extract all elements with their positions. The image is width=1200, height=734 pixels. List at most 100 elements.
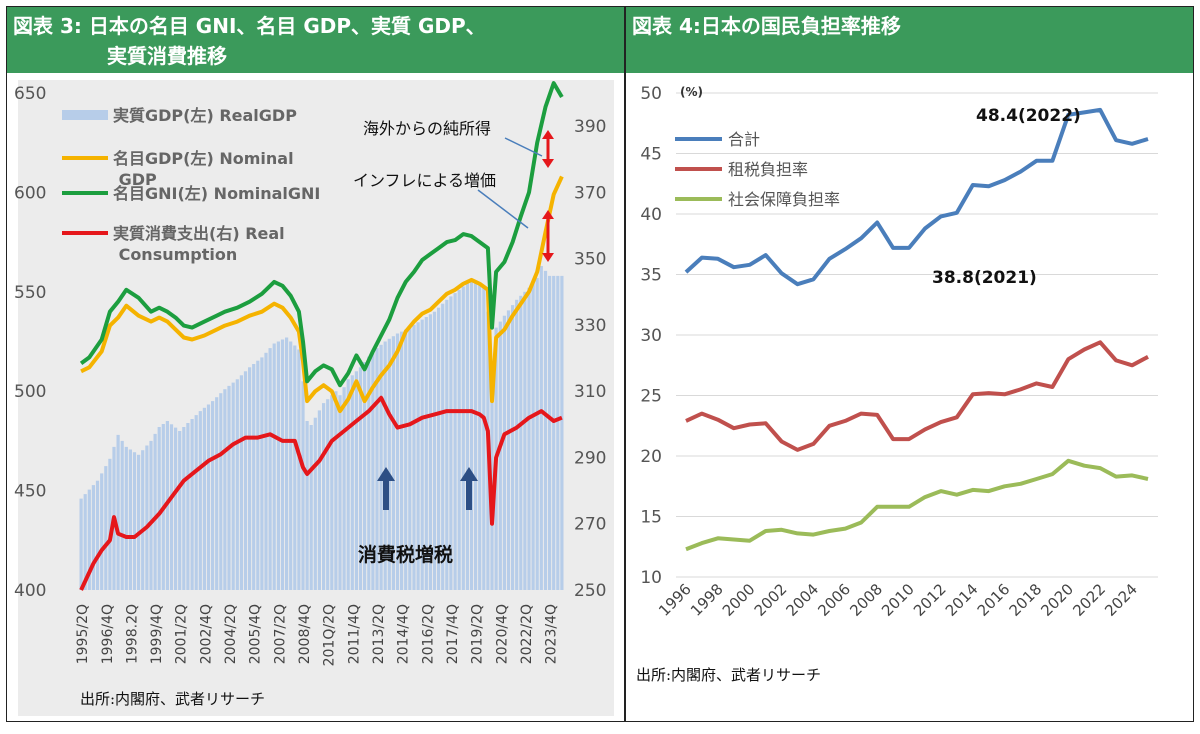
x-axis-tick: 1995/2Q (75, 604, 91, 664)
y-axis-tick: 45 (640, 145, 662, 165)
real-gdp-bar (157, 427, 161, 590)
x-axis-tick: 2018 (1006, 580, 1046, 620)
x-axis-tick: 2022/2Q (519, 604, 535, 664)
real-gdp-bar (186, 423, 190, 590)
right-source-note: 出所:内閣府、武者リサーチ (636, 666, 822, 684)
real-gdp-bar (297, 349, 301, 590)
real-gdp-bar (128, 449, 132, 590)
pointer-line-inflation (477, 189, 529, 229)
real-gdp-bar (289, 341, 293, 590)
real-gdp-bar (169, 424, 174, 590)
legend-real-gdp-label: 実質GDP(左) RealGDP (113, 106, 297, 125)
right-header-title: 図表 4:日本の国民負担率推移 (632, 14, 901, 38)
left-panel-header: 図表 3: 日本の名目 GNI、名目 GDP、実質 GDP、 実質消費推移 (7, 7, 624, 73)
real-gdp-bar (87, 489, 91, 590)
real-gdp-bar (354, 371, 358, 590)
left-axis-tick: 400 (14, 581, 46, 601)
real-gdp-bar (445, 299, 449, 590)
real-gdp-bar (461, 286, 465, 590)
nominal-gni-line (79, 81, 564, 388)
real-gdp-bar (124, 446, 128, 590)
real-gdp-bar (556, 275, 560, 590)
x-axis-tick: 2000 (719, 580, 759, 620)
legend-real-consumption-label: 実質消費支出(右) Real Consumption (113, 224, 285, 264)
annotation-inflation-increase: インフレによる増価 (353, 171, 496, 190)
real-gdp-bar (502, 315, 506, 590)
left-axis-tick: 650 (14, 84, 46, 104)
x-axis-tick: 1998.2Q (124, 604, 140, 664)
x-axis-tick: 1996/4Q (100, 604, 116, 664)
real-gdp-bar (395, 333, 400, 590)
real-gdp-bar (432, 311, 437, 590)
real-gdp-bar (95, 480, 100, 590)
x-axis-tick: 2006 (814, 580, 854, 620)
real-gdp-bar (437, 307, 441, 590)
panel-divider (624, 6, 626, 722)
x-axis-tick: 2023/4Q (544, 604, 560, 664)
real-gdp-bar (482, 285, 486, 590)
real-gdp-bar (145, 445, 149, 590)
legend-nominal-gni-label: 名目GNI(左) NominalGNI (113, 184, 320, 203)
left-axis-tick: 600 (14, 183, 46, 203)
left-axis-tick: 450 (14, 482, 46, 502)
blue-arrow-2014-head (377, 467, 395, 481)
real-gdp-bar (91, 485, 95, 590)
legend-tax-label: 租税負担率 (728, 160, 808, 179)
x-axis-tick: 1998 (687, 580, 727, 620)
real-gdp-bar (346, 379, 350, 590)
real-gdp-bar (342, 387, 346, 590)
real-gdp-bar (293, 345, 297, 590)
real-gdp-bar (100, 473, 104, 590)
real-gdp-bar (231, 382, 235, 590)
right-axis-tick: 330 (574, 316, 606, 336)
real-gdp-bar (239, 375, 243, 590)
real-gdp-bar (338, 395, 342, 590)
real-gdp-bar (120, 440, 124, 590)
left-header-line1: 図表 3: 日本の名目 GNI、名目 GDP、実質 GDP、 (13, 14, 486, 38)
x-axis-tick: 2013/2Q (371, 604, 387, 664)
legend-nominal-gdp-label: 名目GDP(左) Nominal GDP (113, 149, 294, 189)
x-axis-tick: 2020 (1037, 580, 1077, 620)
x-axis-tick: 2008 (846, 580, 886, 620)
x-axis-tick: 2014 (942, 580, 982, 620)
red-arrow-inflation (542, 210, 554, 262)
real-gdp-bar (465, 283, 469, 590)
x-axis-tick: 2010 (878, 580, 918, 620)
real-gdp-bar (194, 415, 198, 590)
real-gdp-bar (276, 341, 280, 590)
real-gdp-bar (256, 360, 260, 590)
x-axis-tick: 2004 (782, 580, 822, 620)
left-axis-tick: 550 (14, 283, 46, 303)
nominal-gdp-line (80, 175, 564, 414)
x-axis-tick: 2011/4Q (346, 604, 362, 664)
real-gdp-bar (383, 341, 387, 590)
real-gdp-bar (116, 434, 120, 590)
right-axis-tick: 310 (574, 382, 606, 402)
real-gdp-bar (182, 427, 186, 590)
y-axis-unit: (%) (680, 85, 703, 99)
real-gdp-bar (387, 338, 391, 590)
real-gdp-bar (523, 291, 527, 590)
left-source-note: 出所:内閣府、武者リサーチ (80, 690, 266, 708)
real-gdp-bar (206, 404, 211, 590)
real-gdp-bar (506, 310, 511, 590)
x-axis-tick: 2004/2Q (223, 604, 239, 664)
right-axis-tick: 370 (574, 183, 606, 203)
x-axis-tick: 2024 (1101, 580, 1141, 620)
blue-arrow-2014 (377, 467, 395, 510)
real-gdp-bar (424, 317, 428, 590)
real-gdp-bar (519, 295, 523, 590)
right-axis-tick: 350 (574, 250, 606, 270)
real-gdp-bar (350, 375, 354, 590)
real-gdp-bar (280, 339, 285, 590)
gdp-gni-chart: 400 450 500 550 600 650 250 270 290 310 330 350 370 3… (14, 81, 606, 666)
real-gdp-bar (104, 466, 108, 590)
real-gdp-bar (252, 364, 256, 590)
real-gdp-bar (441, 303, 445, 590)
real-gdp-bar (153, 433, 157, 590)
real-gdp-bar (535, 277, 539, 590)
real-gdp-bar (219, 393, 223, 590)
real-gdp-bar (404, 329, 408, 590)
real-gdp-bar (531, 282, 535, 590)
x-axis-tick: 2019/2Q (470, 604, 486, 664)
